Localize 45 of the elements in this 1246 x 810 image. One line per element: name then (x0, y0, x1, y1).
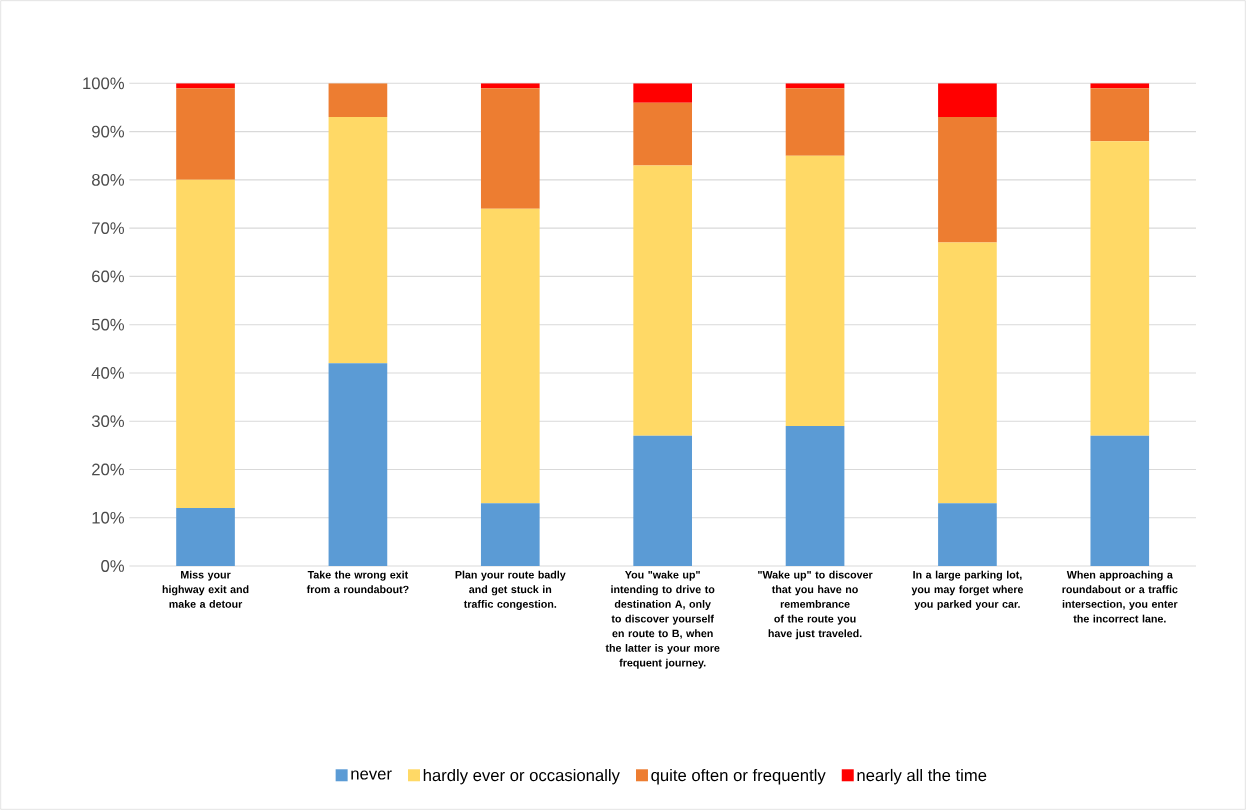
x-tick-label: In a large parking lot, you may forget where you parked your car. (911, 570, 1024, 610)
bar (176, 179, 235, 509)
bar (176, 508, 235, 566)
bar (480, 503, 540, 566)
bar (328, 363, 388, 566)
y-tick-label: 80% (92, 173, 125, 186)
bar (1090, 141, 1150, 436)
bar (938, 242, 997, 504)
x-tick-label: "Wake up" to discover that you have no remembrance of the route you have just traveled. (758, 570, 873, 640)
y-tick-label: 20% (92, 463, 125, 476)
bar (938, 503, 997, 566)
bar (785, 155, 845, 427)
y-tick-label: 70% (92, 222, 125, 235)
x-tick-label: You "wake up" intending to drive to destination A, only to discover yourself en route to B, when the latter is your more frequent journey. (605, 570, 720, 669)
bar (328, 83, 388, 118)
y-tick-label: 10% (92, 511, 125, 524)
y-tick-label: 0% (101, 560, 125, 572)
bar (633, 165, 693, 436)
y-tick-label: 30% (91, 415, 125, 428)
y-tick-label: 50% (91, 318, 125, 331)
x-tick-label: Plan your route badly and get stuck in traffic congestion. (455, 570, 566, 611)
bar (1090, 435, 1150, 566)
x-tick-label: Take the wrong exit from a roundabout? (306, 570, 409, 594)
bar (633, 435, 693, 566)
bar (938, 117, 997, 243)
x-tick-label: When approaching a roundabout or a traffic intersection, you enter the incorrect lane. (1062, 570, 1178, 623)
bar (480, 208, 540, 504)
bar (328, 117, 388, 364)
legend-label: quite often or frequently (651, 768, 826, 785)
x-tick-label: Miss your highway exit and make a detour (162, 570, 249, 608)
bar (785, 88, 845, 156)
bar (633, 102, 693, 166)
bar (480, 88, 540, 209)
bar (176, 88, 235, 180)
legend-label: never (351, 770, 392, 780)
y-tick-label: 60% (92, 270, 125, 283)
y-tick-label: 90% (92, 125, 125, 138)
bar (938, 83, 997, 118)
bar (1090, 88, 1150, 142)
bar (633, 83, 693, 103)
legend-label: nearly all the time (857, 768, 987, 785)
legend-label: hardly ever or occasionally (423, 768, 620, 785)
y-tick-label: 40% (91, 367, 125, 379)
y-tick-label: 100% (83, 77, 125, 90)
bar (785, 426, 845, 566)
